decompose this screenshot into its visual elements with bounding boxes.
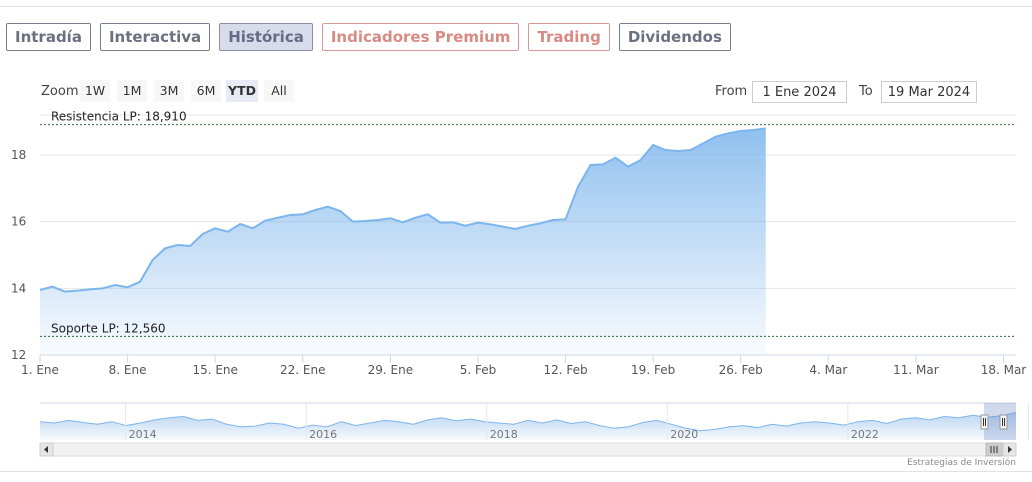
navigator-area <box>40 412 1016 440</box>
x-tick-label: 19. Feb <box>631 363 675 377</box>
navigator-right-handle[interactable] <box>999 414 1008 430</box>
x-tick-label: 18. Mar <box>981 363 1027 377</box>
zoom-1m-button[interactable]: 1M <box>117 80 147 102</box>
tab-trading[interactable]: Trading <box>528 23 610 51</box>
handle-body <box>999 414 1008 430</box>
x-tick-label: 12. Feb <box>543 363 587 377</box>
to-label: To <box>859 84 873 99</box>
arrow-left-icon <box>44 446 48 453</box>
navigator-year-label: 2022 <box>851 428 879 441</box>
top-divider <box>0 6 1032 7</box>
tab-interactiva[interactable]: Interactiva <box>99 23 211 51</box>
navigator-left-handle[interactable] <box>980 414 989 430</box>
bottom-divider <box>0 471 1032 472</box>
x-tick-label: 11. Mar <box>893 363 939 377</box>
y-tick-label: 14 <box>11 281 26 295</box>
x-tick-label: 26. Feb <box>719 363 763 377</box>
support-label: Soporte LP: 12,560 <box>51 321 166 335</box>
x-tick-label: 8. Ene <box>109 363 147 377</box>
arrow-right-icon <box>1008 446 1012 453</box>
y-tick-label: 16 <box>11 215 26 229</box>
price-area <box>40 128 766 355</box>
navigator-scrollbar[interactable] <box>39 442 1017 457</box>
tab-indicadores-premium[interactable]: Indicadores Premium <box>321 23 520 51</box>
y-tick-label: 12 <box>11 348 26 362</box>
x-tick-label: 22. Ene <box>280 363 325 377</box>
x-tick-label: 1. Ene <box>21 363 59 377</box>
resistance-label: Resistencia LP: 18,910 <box>51 110 187 124</box>
chart-tabs: Intradía Interactiva Histórica Indicador… <box>6 23 740 51</box>
zoom-all-button[interactable]: All <box>264 80 294 102</box>
x-tick-label: 15. Ene <box>192 363 237 377</box>
navigator-year-label: 2016 <box>309 428 337 441</box>
x-tick-label: 29. Ene <box>368 363 413 377</box>
to-date-input[interactable] <box>881 81 977 103</box>
navigator-year-label: 2018 <box>490 428 518 441</box>
scrollbar-track <box>39 442 1017 457</box>
from-date-input[interactable] <box>752 81 847 103</box>
navigator-year-label: 2020 <box>670 428 698 441</box>
handle-body <box>980 414 989 430</box>
zoom-6m-button[interactable]: 6M <box>191 80 221 102</box>
zoom-label: Zoom <box>41 84 79 99</box>
from-label: From <box>715 84 748 99</box>
zoom-ytd-button[interactable]: YTD <box>226 80 258 102</box>
y-tick-label: 18 <box>11 148 26 162</box>
price-line <box>39 127 766 293</box>
x-tick-label: 5. Feb <box>460 363 497 377</box>
x-tick-label: 4. Mar <box>809 363 847 377</box>
zoom-1w-button[interactable]: 1W <box>80 80 110 102</box>
tab-intradia[interactable]: Intradía <box>6 23 91 51</box>
navigator-line <box>39 412 1017 432</box>
navigator-year-label: 2014 <box>129 428 157 441</box>
zoom-3m-button[interactable]: 3M <box>154 80 184 102</box>
tab-historica[interactable]: Histórica <box>219 23 313 51</box>
tab-dividendos[interactable]: Dividendos <box>618 23 731 51</box>
chart-credits: Estrategias de Inversión <box>907 458 1016 468</box>
